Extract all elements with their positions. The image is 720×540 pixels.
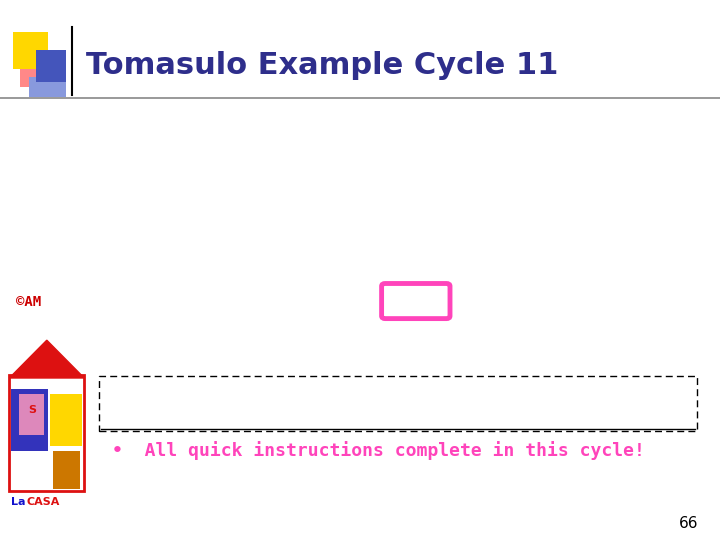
FancyBboxPatch shape [29,77,66,97]
Text: S: S [28,406,37,415]
FancyBboxPatch shape [53,451,80,489]
FancyBboxPatch shape [9,375,84,491]
FancyBboxPatch shape [382,284,450,319]
Polygon shape [9,340,84,378]
Text: •  All quick instructions complete in this cycle!: • All quick instructions complete in thi… [112,441,644,461]
FancyBboxPatch shape [11,389,48,451]
FancyBboxPatch shape [50,394,82,446]
Text: ©AM: ©AM [17,295,41,309]
Text: •  Write result of ADDD here?: • Write result of ADDD here? [112,393,427,411]
Text: La: La [11,497,25,507]
FancyBboxPatch shape [19,394,44,435]
FancyBboxPatch shape [13,32,48,69]
Text: Tomasulo Example Cycle 11: Tomasulo Example Cycle 11 [86,51,559,80]
FancyBboxPatch shape [99,376,697,431]
Text: 66: 66 [679,516,698,531]
Text: CASA: CASA [27,497,60,507]
FancyBboxPatch shape [20,55,58,87]
FancyBboxPatch shape [36,50,66,82]
